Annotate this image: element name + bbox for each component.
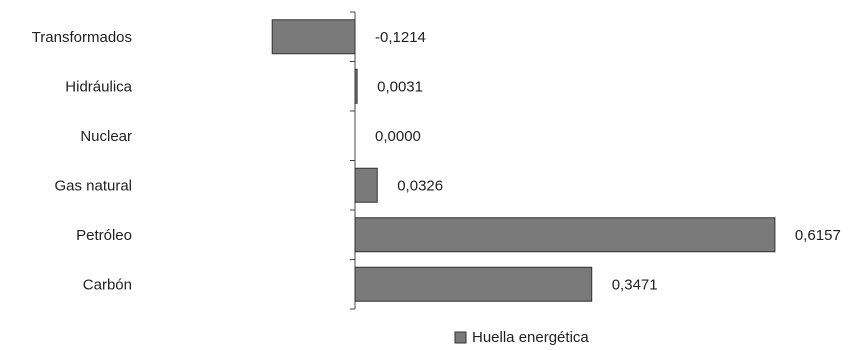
category-label: Petróleo <box>76 227 132 244</box>
data-label: 0,6157 <box>795 227 841 244</box>
bar <box>354 68 358 104</box>
data-label: 0,0031 <box>377 78 423 95</box>
chart-bars <box>271 19 776 302</box>
data-label: 0,3471 <box>612 276 658 293</box>
category-label: Carbón <box>83 276 132 293</box>
legend-label: Huella energética <box>472 329 589 346</box>
legend-swatch <box>454 331 467 344</box>
bar <box>354 266 593 302</box>
category-label: Gas natural <box>54 177 132 194</box>
data-label: 0,0000 <box>375 128 421 145</box>
category-labels: Transformados Hidráulica Nuclear Gas natura… <box>32 29 133 294</box>
bar <box>354 167 378 203</box>
bar <box>271 19 356 55</box>
bar <box>354 217 776 253</box>
chart-axis <box>350 11 356 310</box>
category-label: Nuclear <box>80 128 132 145</box>
category-label: Hidráulica <box>65 78 132 95</box>
data-label: 0,0326 <box>397 177 443 194</box>
data-label: -0,1214 <box>375 29 426 46</box>
category-label: Transformados <box>32 29 132 46</box>
chart-legend: Huella energética <box>454 329 589 346</box>
value-labels: -0,1214 0,0031 0,0000 0,0326 0,6157 0,3471 <box>375 29 841 294</box>
